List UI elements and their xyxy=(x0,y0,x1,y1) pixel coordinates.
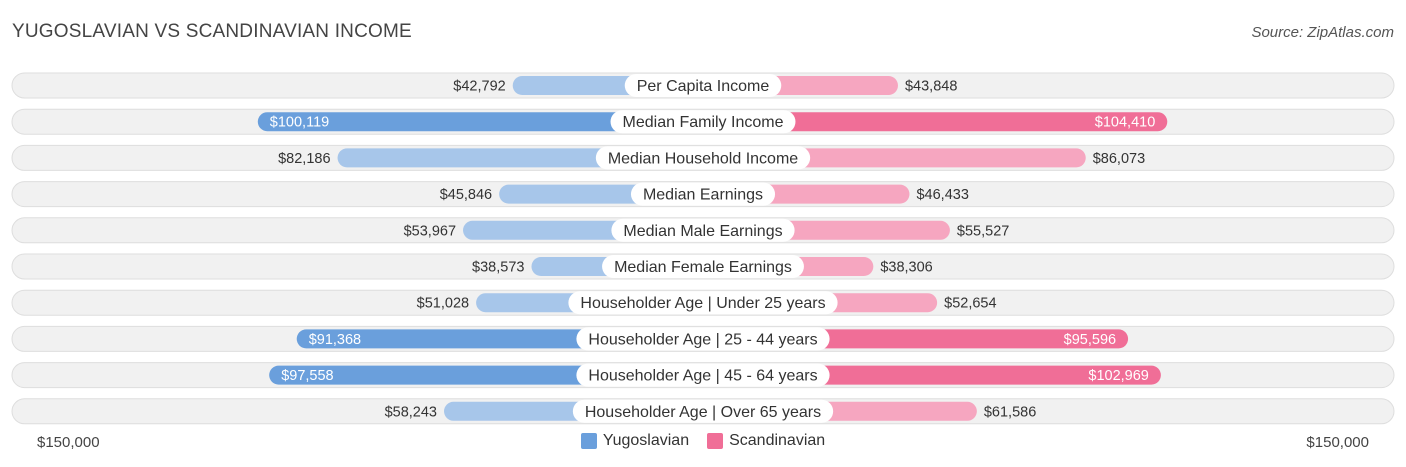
category-label-pill xyxy=(611,218,795,242)
category-label: Householder Age | 25 - 44 years xyxy=(588,331,817,348)
value-label-yugoslavian: $45,846 xyxy=(440,187,492,203)
legend-item-yugoslavian: Yugoslavian xyxy=(580,432,690,450)
legend-swatch-scandinavian xyxy=(707,433,724,449)
value-label-scandinavian: $55,527 xyxy=(957,223,1009,239)
value-label-yugoslavian: $53,967 xyxy=(404,223,456,239)
category-label-pill xyxy=(624,74,782,97)
legend: Yugoslavian Scandinavian xyxy=(0,432,1406,450)
category-label-pill xyxy=(576,327,830,351)
category-label-pill xyxy=(568,291,838,315)
value-label-scandinavian: $43,848 xyxy=(905,79,957,95)
source-note: Source: ZipAtlas.com xyxy=(1251,24,1394,41)
value-label-yugoslavian: $100,119 xyxy=(270,115,329,131)
category-label: Householder Age | Under 25 years xyxy=(580,295,825,312)
value-label-scandinavian: $52,654 xyxy=(944,296,996,312)
category-label-pill xyxy=(576,363,830,387)
value-label-scandinavian: $95,596 xyxy=(1064,332,1116,348)
category-label: Median Household Income xyxy=(608,150,798,167)
value-label-scandinavian: $38,306 xyxy=(880,260,932,276)
value-label-scandinavian: $104,410 xyxy=(1095,115,1155,131)
bar-scandinavian xyxy=(703,112,1168,132)
value-label-yugoslavian: $42,792 xyxy=(453,79,505,95)
legend-label-scandinavian: Scandinavian xyxy=(729,432,826,449)
value-label-yugoslavian: $38,573 xyxy=(472,260,524,276)
category-label: Median Male Earnings xyxy=(623,223,782,240)
value-label-scandinavian: $61,586 xyxy=(984,404,1036,420)
category-label: Householder Age | 45 - 64 years xyxy=(588,368,817,385)
legend-item-scandinavian: Scandinavian xyxy=(707,432,825,450)
category-label-pill xyxy=(602,255,804,278)
value-label-yugoslavian: $97,558 xyxy=(281,368,333,384)
category-label-pill xyxy=(595,146,811,170)
value-label-scandinavian: $86,073 xyxy=(1093,151,1145,167)
chart-title: YUGOSLAVIAN VS SCANDINAVIAN INCOME xyxy=(12,21,412,42)
axis-min-label: $150,000 xyxy=(37,434,100,451)
value-label-yugoslavian: $51,028 xyxy=(417,296,469,312)
category-label-pill xyxy=(610,110,796,134)
legend-swatch-yugoslavian xyxy=(580,433,597,449)
value-label-yugoslavian: $82,186 xyxy=(278,151,330,167)
legend-label-yugoslavian: Yugoslavian xyxy=(602,432,690,449)
value-label-yugoslavian: $91,368 xyxy=(309,332,361,348)
value-label-scandinavian: $102,969 xyxy=(1088,368,1148,384)
category-label: Per Capita Income xyxy=(637,78,770,95)
category-label: Householder Age | Over 65 years xyxy=(585,404,821,421)
category-label: Median Female Earnings xyxy=(614,259,792,276)
category-label-pill xyxy=(572,399,834,423)
value-label-yugoslavian: $58,243 xyxy=(385,404,437,420)
category-label: Median Earnings xyxy=(643,187,763,204)
bar-yugoslavian xyxy=(257,112,703,132)
category-label: Median Family Income xyxy=(623,114,784,131)
value-label-scandinavian: $46,433 xyxy=(916,187,968,203)
axis-max-label: $150,000 xyxy=(1306,434,1369,451)
chart-plot: Per Capita Income $42,792 $43,848 Median Fa… xyxy=(11,72,1395,425)
category-label-pill xyxy=(630,182,776,206)
